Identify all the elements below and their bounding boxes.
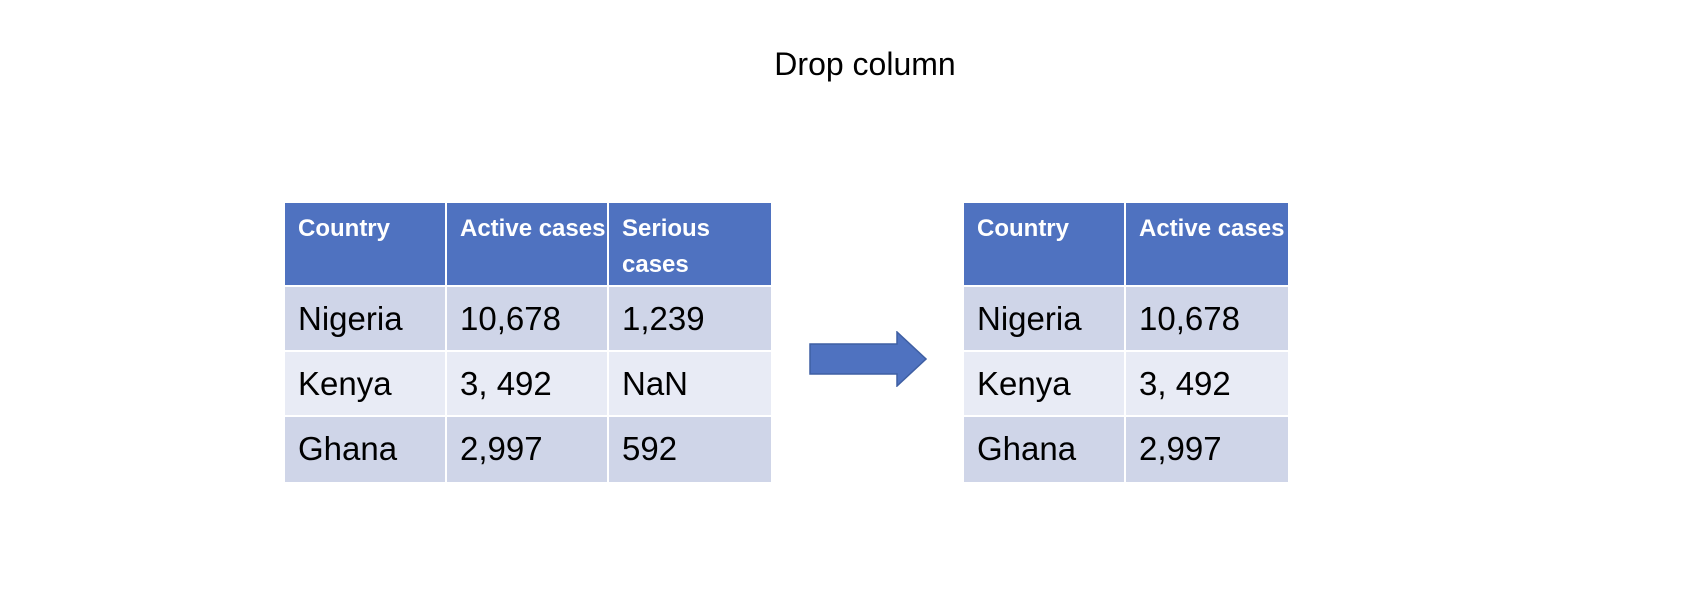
table-row: Nigeria 10,678 1,239 — [285, 287, 771, 352]
cell-active-cases: 3, 492 — [447, 352, 609, 417]
header-serious-cases: Serious cases — [609, 203, 771, 287]
cell-country: Ghana — [964, 417, 1126, 482]
cell-country: Kenya — [285, 352, 447, 417]
cell-serious-cases: 1,239 — [609, 287, 771, 352]
cell-country: Nigeria — [285, 287, 447, 352]
cell-country: Kenya — [964, 352, 1126, 417]
cell-active-cases: 2,997 — [447, 417, 609, 482]
header-country: Country — [964, 203, 1126, 287]
header-country: Country — [285, 203, 447, 287]
table-row: Kenya 3, 492 — [964, 352, 1288, 417]
cell-serious-cases: NaN — [609, 352, 771, 417]
right-arrow-icon — [809, 331, 927, 387]
cell-country: Ghana — [285, 417, 447, 482]
header-active-cases: Active cases — [1126, 203, 1288, 287]
table-header-row: Country Active cases — [964, 203, 1288, 287]
cell-country: Nigeria — [964, 287, 1126, 352]
table-row: Nigeria 10,678 — [964, 287, 1288, 352]
table-header-row: Country Active cases Serious cases — [285, 203, 771, 287]
table-row: Kenya 3, 492 NaN — [285, 352, 771, 417]
cell-active-cases: 3, 492 — [1126, 352, 1288, 417]
table-after: Country Active cases Nigeria 10,678 Keny… — [964, 203, 1288, 482]
table-row: Ghana 2,997 592 — [285, 417, 771, 482]
table-row: Ghana 2,997 — [964, 417, 1288, 482]
cell-active-cases: 10,678 — [447, 287, 609, 352]
cell-active-cases: 10,678 — [1126, 287, 1288, 352]
page-title: Drop column — [774, 46, 956, 82]
cell-active-cases: 2,997 — [1126, 417, 1288, 482]
header-active-cases: Active cases — [447, 203, 609, 287]
table-before: Country Active cases Serious cases Niger… — [285, 203, 771, 482]
cell-serious-cases: 592 — [609, 417, 771, 482]
